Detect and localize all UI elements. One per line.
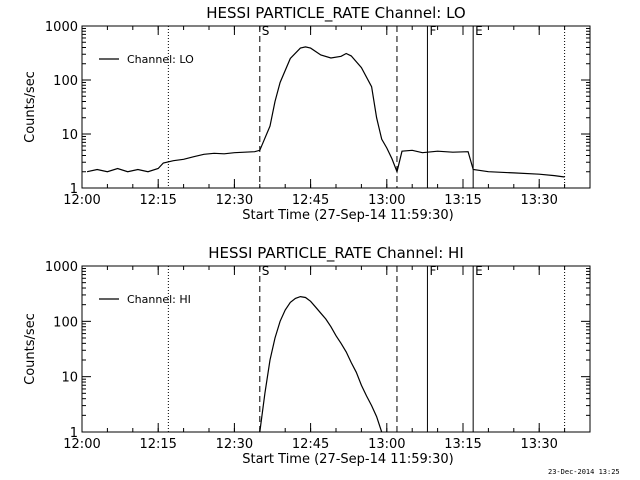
chart-1-x-tick-label: 13:30	[520, 193, 557, 208]
chart-1-event-marker-label: F	[429, 24, 436, 38]
chart-1-series-line	[86, 46, 565, 178]
chart-2-x-axis-label: Start Time (27-Sep-14 11:59:30)	[242, 452, 453, 467]
chart-1-x-tick-label: 13:00	[368, 193, 405, 208]
chart-1-x-tick-label: 12:30	[216, 193, 253, 208]
chart-1-x-tick-label: 12:45	[292, 193, 329, 208]
chart-1-x-tick-label: 13:15	[444, 193, 481, 208]
chart-2-y-tick-label: 1	[70, 426, 78, 441]
chart-1-title: HESSI PARTICLE_RATE Channel: LO	[206, 4, 465, 23]
chart-2-x-tick-label: 12:00	[63, 437, 100, 452]
chart-1-event-marker-label: S	[262, 24, 270, 38]
chart-1-event-marker-label: E	[475, 24, 483, 38]
chart-2-y-axis-label: Counts/sec	[23, 313, 38, 385]
chart-1-x-tick-label: 12:15	[139, 193, 176, 208]
chart-1-y-tick-label: 1000	[45, 20, 78, 35]
chart-1-y-axis-label: Counts/sec	[23, 71, 38, 143]
chart-2-legend-label: Channel: HI	[127, 293, 191, 306]
chart-2-x-tick-label: 13:00	[368, 437, 405, 452]
chart-2-series-line	[259, 295, 383, 433]
chart-2-x-tick-label: 12:30	[216, 437, 253, 452]
chart-2-x-tick-label: 13:30	[520, 437, 557, 452]
chart-2-x-tick-label: 12:45	[292, 437, 329, 452]
chart-2-y-tick-label: 1000	[45, 260, 78, 275]
plot-timestamp: 23-Dec-2014 13:25	[548, 468, 620, 476]
chart-1-legend-label: Channel: LO	[127, 53, 194, 66]
chart-2-event-marker-label: F	[429, 264, 436, 278]
chart-2-event-marker-label: E	[475, 264, 483, 278]
chart-2-event-marker-label: S	[262, 264, 270, 278]
chart-1-y-tick-label: 100	[53, 74, 78, 89]
chart-1-x-axis-label: Start Time (27-Sep-14 11:59:30)	[242, 208, 453, 223]
chart-2-y-tick-label: 10	[61, 371, 78, 386]
chart-1-plot-frame	[81, 25, 591, 189]
chart-1-y-tick-label: 10	[61, 128, 78, 143]
chart-2-x-tick-label: 13:15	[444, 437, 481, 452]
chart-1-x-tick-label: 12:00	[63, 193, 100, 208]
chart-2-y-tick-label: 100	[53, 315, 78, 330]
chart-1-y-tick-label: 1	[70, 182, 78, 197]
chart-2-plot-frame	[81, 265, 591, 433]
chart-2-x-tick-label: 12:15	[139, 437, 176, 452]
chart-2-title: HESSI PARTICLE_RATE Channel: HI	[208, 244, 464, 263]
